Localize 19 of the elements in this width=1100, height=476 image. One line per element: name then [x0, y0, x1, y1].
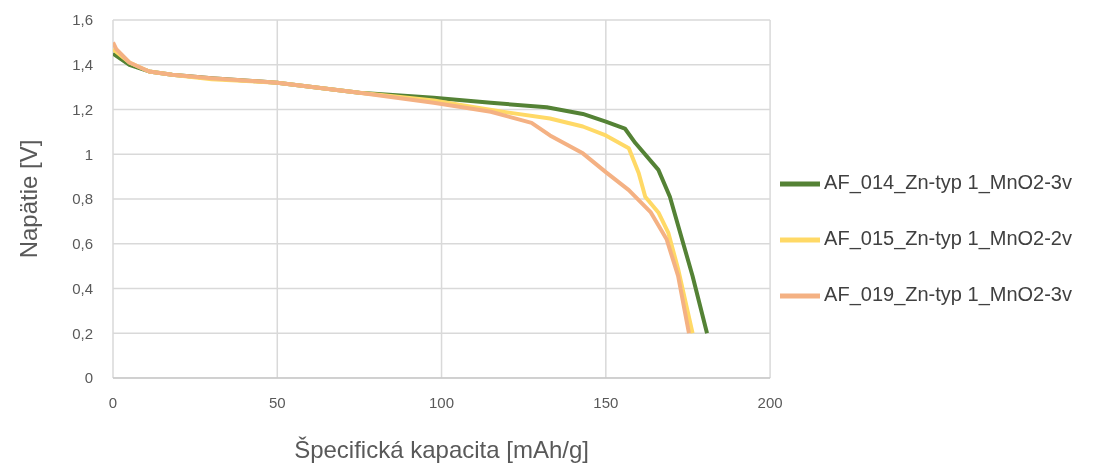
- y-tick-label: 1,2: [72, 100, 93, 118]
- y-tick-label: 0,4: [72, 279, 93, 297]
- y-tick-label: 0,2: [72, 324, 93, 342]
- x-tick-label: 50: [268, 394, 286, 411]
- y-tick-label: 0,8: [72, 190, 93, 208]
- x-axis-title: Špecifická kapacita [mAh/g]: [294, 436, 589, 463]
- y-tick-label: 0,6: [72, 235, 93, 253]
- legend-label: AF_015_Zn-typ 1_MnO2-2v: [824, 227, 1072, 249]
- y-tick-label: 0: [84, 369, 93, 387]
- x-tick-label: 0: [108, 394, 118, 411]
- y-axis-title: Napätie [V]: [14, 139, 42, 259]
- x-tick-label: 200: [757, 394, 783, 411]
- y-tick-label: 1: [84, 145, 93, 163]
- y-tick-label: 1,6: [72, 11, 93, 29]
- x-tick-label: 150: [593, 394, 619, 411]
- legend-label: AF_014_Zn-typ 1_MnO2-3v: [824, 171, 1072, 193]
- x-tick-label: 100: [429, 394, 455, 411]
- y-tick-label: 1,4: [72, 56, 93, 74]
- legend-label: AF_019_Zn-typ 1_MnO2-3v: [824, 283, 1072, 305]
